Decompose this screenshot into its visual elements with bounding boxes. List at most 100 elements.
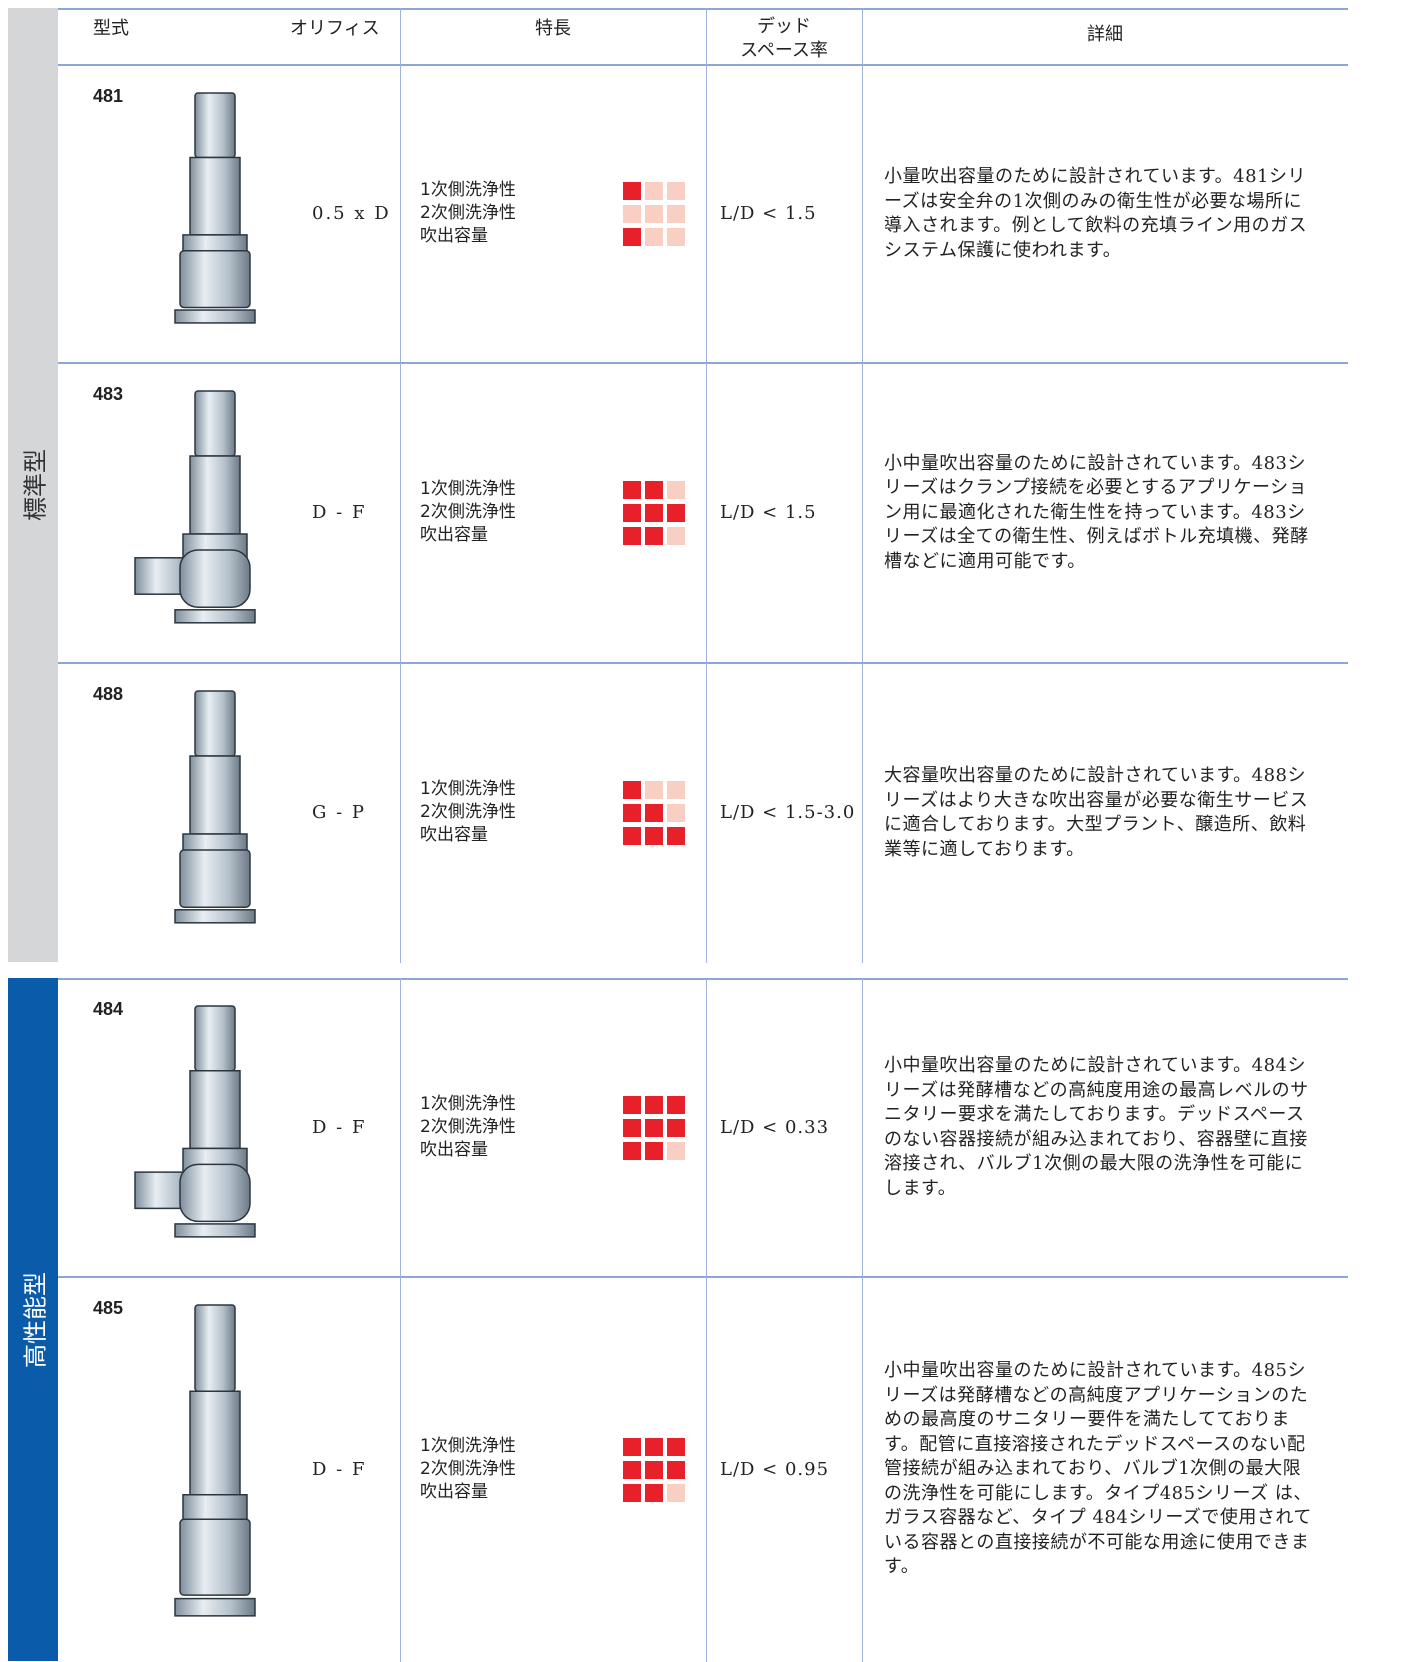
- dead-space: L/D < 1.5-3.0: [720, 802, 856, 823]
- dead-space: L/D < 0.33: [720, 1116, 830, 1138]
- valve-image: [134, 390, 256, 624]
- rating-square: [645, 1095, 663, 1114]
- column-border: [862, 1277, 863, 1662]
- feature-name: 吹出容量: [420, 525, 488, 545]
- rating-square: [667, 1118, 685, 1137]
- rating-square: [667, 228, 685, 246]
- feature-name: 2次側洗浄性: [420, 1116, 516, 1137]
- feature-name: 1次側洗浄性: [420, 479, 516, 499]
- header-orifice: オリフィス: [290, 18, 380, 39]
- column-border: [706, 1277, 707, 1662]
- column-border: [862, 363, 863, 663]
- feature-name: 吹出容量: [420, 226, 488, 246]
- feature-name: 2次側洗浄性: [420, 1458, 516, 1479]
- feature-name: 吹出容量: [420, 1481, 488, 1502]
- column-border: [862, 8, 863, 65]
- valve-image: [134, 1005, 256, 1238]
- dead-space: L/D < 0.95: [720, 1458, 830, 1480]
- rating-square: [623, 504, 641, 522]
- model-number: 488: [93, 684, 124, 704]
- group-band: 標準型: [8, 8, 58, 962]
- column-border: [400, 65, 401, 363]
- rating-square: [645, 781, 663, 799]
- header-model: 型式: [93, 18, 129, 39]
- rating-square: [623, 804, 641, 822]
- rating-square: [645, 1141, 663, 1160]
- orifice: D - F: [312, 1116, 367, 1138]
- rating-square: [667, 1483, 685, 1502]
- rating-square: [645, 1118, 663, 1137]
- rating-square: [623, 182, 641, 200]
- rating-square: [645, 228, 663, 246]
- rating-square: [645, 804, 663, 822]
- rating-square: [623, 481, 641, 499]
- rating-square: [623, 527, 641, 545]
- rating-square: [645, 205, 663, 223]
- rating-square: [623, 1483, 641, 1502]
- detail-text: 小中量吹出容量のために設計されています。483シリーズはクランプ接続を必要とする…: [884, 452, 1309, 572]
- model-number: 485: [93, 1298, 124, 1318]
- rating-square: [623, 228, 641, 246]
- rating-square: [623, 1095, 641, 1114]
- feature-name: 吹出容量: [420, 1139, 488, 1160]
- group-label: 標準型: [21, 449, 50, 521]
- column-border: [400, 663, 401, 963]
- rating-square: [645, 504, 663, 522]
- model-number: 481: [93, 86, 124, 106]
- rating-square: [623, 1460, 641, 1479]
- rating-square: [645, 1437, 663, 1456]
- rating-square: [667, 1460, 685, 1479]
- column-border: [400, 363, 401, 663]
- rating-square: [667, 182, 685, 200]
- rating-square: [645, 827, 663, 845]
- rating-square: [667, 804, 685, 822]
- rating-square: [667, 827, 685, 845]
- column-border: [706, 978, 707, 1277]
- column-border: [400, 978, 401, 1277]
- row-border: [58, 64, 1348, 66]
- column-border: [862, 978, 863, 1277]
- rating-square: [645, 1460, 663, 1479]
- group-band: 高性能型: [8, 978, 58, 1661]
- model-number: 484: [93, 999, 124, 1019]
- header-dead-space: デッド: [757, 16, 811, 37]
- rating-square: [645, 1483, 663, 1502]
- feature-name: 1次側洗浄性: [420, 779, 516, 799]
- header-features: 特長: [535, 18, 571, 39]
- column-border: [862, 663, 863, 963]
- feature-name: 1次側洗浄性: [420, 180, 516, 200]
- dead-space: L/D < 1.5: [720, 502, 817, 523]
- column-border: [400, 1277, 401, 1662]
- rating-square: [667, 1437, 685, 1456]
- row-border: [58, 978, 1348, 980]
- row-border: [58, 8, 1348, 10]
- feature-name: 1次側洗浄性: [420, 1435, 516, 1456]
- row-border: [58, 662, 1348, 664]
- orifice: D - F: [312, 1458, 367, 1480]
- rating-square: [667, 205, 685, 223]
- valve-image: [174, 1304, 256, 1617]
- feature-name: 吹出容量: [420, 825, 488, 845]
- orifice: 0.5 x D: [312, 203, 391, 224]
- header-dead-space: スペース率: [740, 40, 828, 61]
- feature-name: 2次側洗浄性: [420, 203, 516, 223]
- detail-text: 小中量吹出容量のために設計されています。485シリーズは発酵槽などの高純度アプリ…: [884, 1360, 1312, 1577]
- rating-square: [623, 1437, 641, 1456]
- column-border: [706, 8, 707, 65]
- rating-square: [667, 527, 685, 545]
- rating-square: [667, 1095, 685, 1114]
- column-border: [706, 363, 707, 663]
- rating-square: [623, 1141, 641, 1160]
- rating-square: [667, 1141, 685, 1160]
- feature-name: 2次側洗浄性: [420, 802, 516, 822]
- rating-square: [667, 504, 685, 522]
- column-border: [706, 663, 707, 963]
- rating-square: [667, 481, 685, 499]
- rating-square: [623, 827, 641, 845]
- model-number: 483: [93, 384, 124, 404]
- rating-square: [645, 182, 663, 200]
- row-border: [58, 1276, 1348, 1278]
- valve-image: [174, 690, 256, 924]
- detail-text: 大容量吹出容量のために設計されています。488シリーズはより大きな吹出容量が必要…: [884, 765, 1309, 860]
- dead-space: L/D < 1.5: [720, 203, 817, 224]
